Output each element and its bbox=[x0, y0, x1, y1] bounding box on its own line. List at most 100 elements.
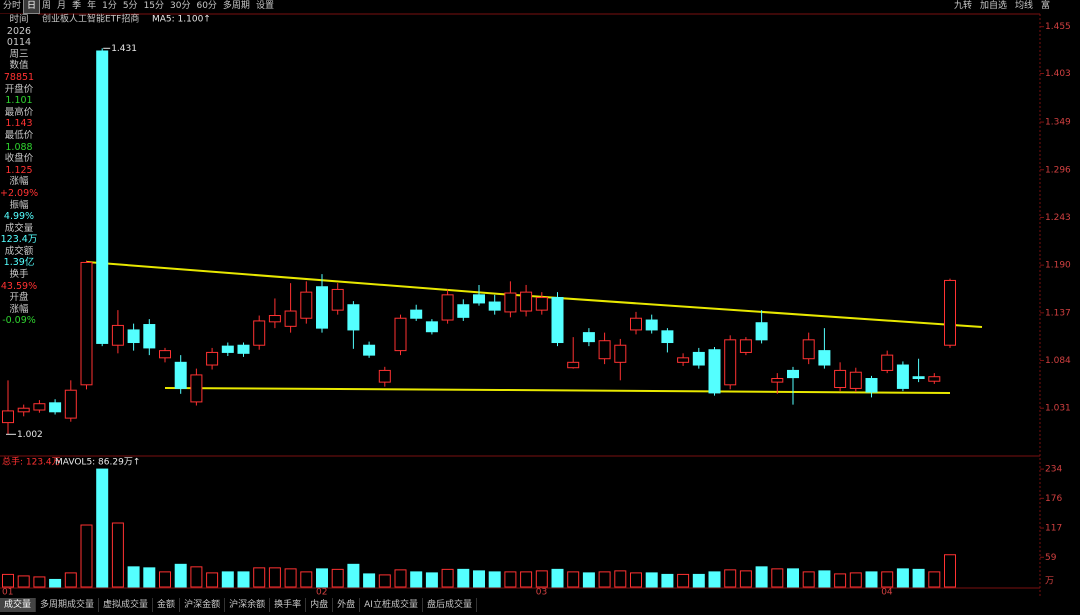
tool-button[interactable]: 均线 bbox=[1014, 1, 1033, 11]
volume-bar bbox=[2, 573, 14, 588]
volume-bar bbox=[80, 524, 93, 588]
volume-bar bbox=[425, 572, 438, 588]
period-button[interactable]: 季 bbox=[72, 1, 82, 11]
candle-body bbox=[928, 376, 941, 382]
y-tick-label: 1.137 bbox=[1045, 308, 1071, 318]
volume-ma-label: MAVOL5: 86.29万↑ bbox=[55, 458, 140, 468]
x-tick-label: 04 bbox=[881, 588, 893, 598]
candle-body bbox=[630, 317, 642, 331]
candle-body bbox=[849, 371, 862, 389]
period-button[interactable]: 分时 bbox=[3, 1, 22, 11]
candle-body bbox=[64, 389, 77, 419]
info-item: 123.4万 bbox=[0, 234, 38, 246]
info-item: 1.101 bbox=[5, 95, 33, 107]
y-tick-label: 1.190 bbox=[1045, 261, 1071, 271]
indicator-tab[interactable]: 沪深金额 bbox=[180, 598, 226, 612]
volume-bar bbox=[49, 578, 62, 588]
volume-bar bbox=[174, 563, 187, 588]
volume-bar bbox=[394, 569, 407, 588]
candle-body bbox=[865, 378, 878, 393]
volume-bar bbox=[221, 571, 234, 588]
volume-bar bbox=[677, 573, 690, 588]
volume-bar bbox=[347, 563, 360, 588]
info-item: 1.143 bbox=[5, 118, 33, 130]
candle-body bbox=[425, 321, 438, 333]
indicator-tab[interactable]: 金额 bbox=[153, 598, 181, 612]
period-button[interactable]: 多周期 bbox=[222, 1, 250, 11]
candle-body bbox=[771, 378, 784, 383]
right-tools: 九转 加自选 均线富 bbox=[954, 0, 1050, 13]
tool-button[interactable]: 富 bbox=[1040, 1, 1050, 11]
candle-body bbox=[2, 410, 14, 424]
volume-bar bbox=[64, 572, 77, 588]
trend-line bbox=[164, 387, 951, 394]
period-button[interactable]: 日 bbox=[23, 0, 41, 14]
period-button[interactable]: 15分 bbox=[143, 1, 165, 11]
candle-body bbox=[802, 339, 815, 360]
volume-bar bbox=[331, 568, 344, 588]
indicator-tab[interactable]: 外盘 bbox=[333, 598, 361, 612]
candle-body bbox=[692, 351, 705, 366]
volume-bar bbox=[17, 575, 30, 588]
candle-body bbox=[394, 317, 407, 352]
volume-bar bbox=[614, 570, 627, 588]
period-button[interactable]: 设置 bbox=[255, 1, 274, 11]
trend-line bbox=[86, 261, 983, 328]
volume-bar bbox=[159, 571, 171, 588]
candle-body bbox=[645, 319, 658, 331]
candle-body bbox=[159, 350, 171, 359]
candle-body bbox=[127, 329, 140, 344]
candle-body bbox=[535, 297, 548, 311]
candle-body bbox=[661, 330, 674, 344]
period-button[interactable]: 5分 bbox=[122, 1, 138, 11]
y-tick-label: 1.403 bbox=[1045, 69, 1071, 79]
period-button[interactable]: 月 bbox=[57, 1, 67, 11]
candle-body bbox=[881, 354, 894, 371]
tool-button[interactable]: 九转 bbox=[953, 1, 972, 11]
candle-body bbox=[677, 357, 690, 363]
indicator-tab[interactable]: AI立桩成交量 bbox=[360, 598, 423, 612]
indicator-tab[interactable]: 成交量 bbox=[0, 598, 37, 612]
period-button[interactable]: 周 bbox=[42, 1, 52, 11]
candle-body bbox=[316, 286, 328, 329]
indicator-tab[interactable]: 虚拟成交量 bbox=[99, 598, 154, 612]
volume-bar bbox=[802, 571, 815, 588]
info-item: 换手 bbox=[9, 269, 29, 281]
volume-bar bbox=[582, 572, 595, 588]
period-button[interactable]: 60分 bbox=[196, 1, 217, 11]
indicator-tab[interactable]: 内盘 bbox=[306, 598, 334, 612]
volume-bar bbox=[896, 568, 909, 588]
tool-button[interactable]: 加自选 bbox=[979, 1, 1007, 11]
y-tick-label: 1.349 bbox=[1045, 118, 1071, 128]
candle-body bbox=[143, 324, 156, 349]
volume-bar bbox=[849, 572, 862, 588]
candle-body bbox=[268, 315, 281, 323]
volume-bar bbox=[708, 571, 721, 588]
volume-bar bbox=[268, 567, 281, 588]
indicator-tab[interactable]: 多周期成交量 bbox=[36, 598, 100, 612]
candle-body bbox=[111, 324, 124, 346]
candle-body bbox=[17, 407, 30, 413]
indicator-tab[interactable]: 盘后成交量 bbox=[423, 598, 477, 612]
candle-body bbox=[253, 320, 266, 346]
volume-bar bbox=[692, 573, 705, 588]
volume-bar bbox=[944, 554, 956, 588]
info-item: 时间 bbox=[9, 14, 29, 25]
info-item: 周三 bbox=[9, 48, 29, 60]
indicator-tab[interactable]: 换手率 bbox=[270, 598, 307, 612]
volume-bar bbox=[473, 570, 485, 588]
y-tick-label: 1.455 bbox=[1045, 22, 1071, 32]
info-item: 43.59% bbox=[0, 280, 38, 292]
y-tick-label: 1.243 bbox=[1045, 213, 1071, 223]
indicator-tab[interactable]: 沪深余额 bbox=[225, 598, 271, 612]
period-button[interactable]: 30分 bbox=[170, 1, 191, 11]
volume-bar bbox=[928, 571, 941, 588]
info-item: 0114 bbox=[6, 37, 32, 49]
period-button[interactable]: 1分 bbox=[102, 1, 117, 11]
info-item: 开盘 bbox=[9, 292, 29, 304]
period-button[interactable]: 年 bbox=[87, 1, 97, 11]
candle-body bbox=[582, 332, 595, 343]
volume-bar bbox=[237, 571, 250, 588]
volume-bar bbox=[441, 568, 454, 588]
